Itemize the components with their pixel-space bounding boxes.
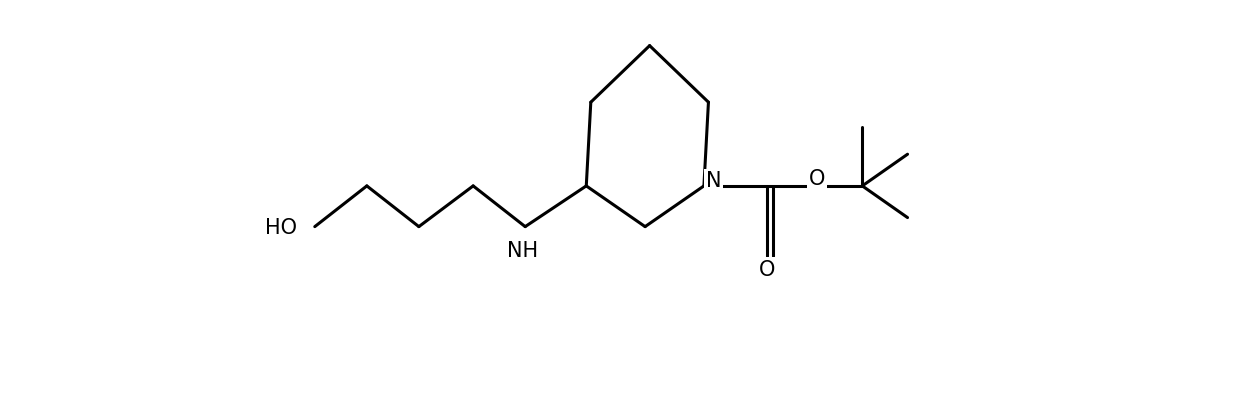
Text: O: O bbox=[809, 169, 825, 188]
Text: HO: HO bbox=[265, 217, 297, 237]
Text: N: N bbox=[706, 171, 721, 191]
Text: O: O bbox=[759, 259, 775, 279]
Text: NH: NH bbox=[508, 240, 538, 261]
